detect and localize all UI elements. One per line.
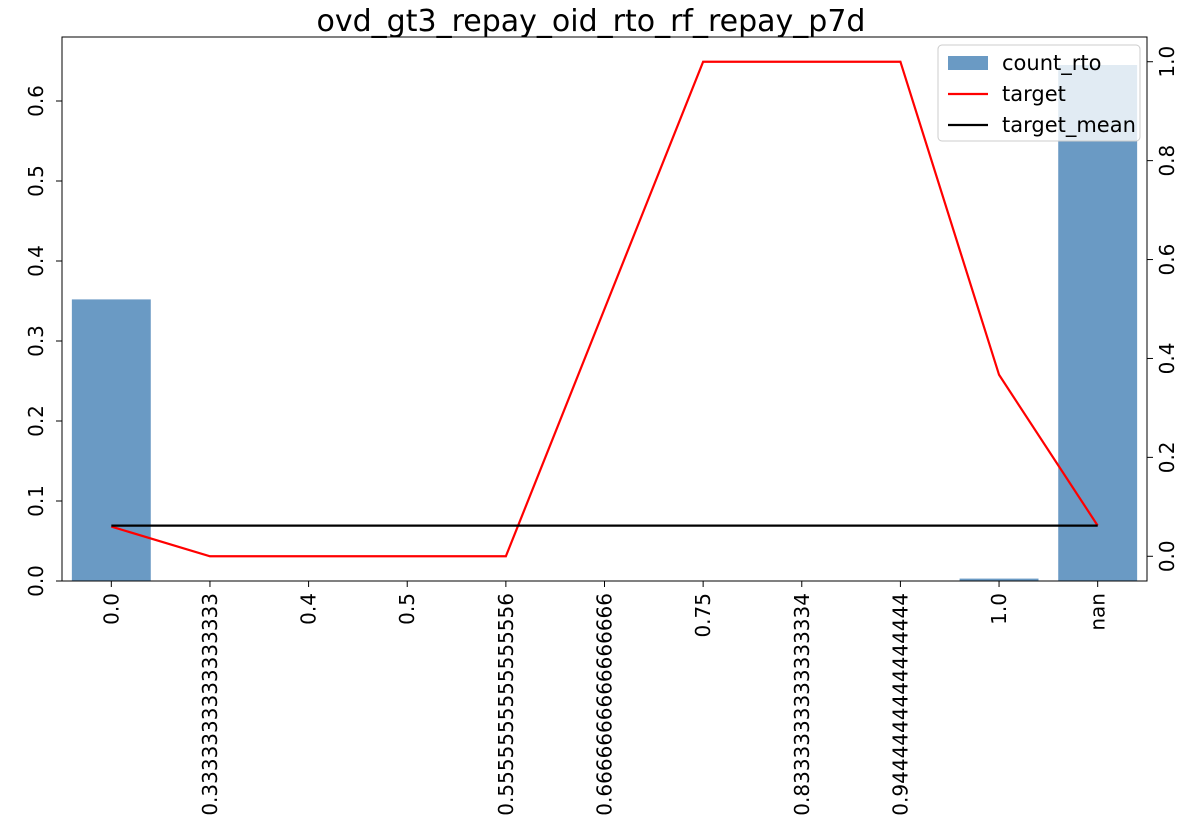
bar-count_rto-9 (959, 578, 1039, 581)
legend-box (937, 44, 1141, 142)
x-tick-label-3: 0.5 (395, 593, 419, 625)
y-right-tick-label-5: 1.0 (1155, 46, 1179, 78)
y-left-tick-label-3: 0.3 (24, 325, 48, 357)
x-tick-label-1: 0.3333333333333333 (198, 593, 222, 816)
x-tick-label-6: 0.75 (691, 593, 715, 638)
legend-swatch-count_rto (948, 56, 988, 70)
y-left-tick-label-0: 0.0 (24, 565, 48, 597)
x-tick-label-5: 0.6666666666666666 (593, 593, 617, 816)
y-left-tick-label-1: 0.1 (24, 485, 48, 517)
y-right-tick-label-0: 0.0 (1155, 540, 1179, 572)
x-tick-label-9: 1.0 (987, 593, 1011, 625)
bar-count_rto-10 (1058, 65, 1138, 581)
y-left-tick-label-6: 0.6 (24, 85, 48, 117)
y-right-tick-label-4: 0.8 (1155, 145, 1179, 177)
y-right-tick-label-1: 0.2 (1155, 441, 1179, 473)
line-target (111, 60, 1099, 558)
bar-count_rto-0 (71, 299, 151, 581)
x-tick-label-10: nan (1086, 593, 1110, 631)
x-tick-label-2: 0.4 (297, 593, 321, 625)
y-right-tick-label-3: 0.6 (1155, 244, 1179, 276)
x-tick-label-8: 0.9444444444444444 (888, 593, 912, 816)
chart-title: ovd_gt3_repay_oid_rto_rf_repay_p7d (317, 4, 866, 39)
y-left-tick-label-2: 0.2 (24, 405, 48, 437)
y-right-tick-label-2: 0.4 (1155, 343, 1179, 375)
x-tick-label-7: 0.8333333333333334 (790, 593, 814, 816)
legend-label-count_rto: count_rto (1002, 51, 1101, 76)
x-tick-label-4: 0.5555555555555556 (494, 593, 518, 816)
x-tick-label-0: 0.0 (99, 593, 123, 625)
axes-layer: 0.0 0.3333333333333333 0.4 0.5 0.55555555555… (24, 36, 1179, 816)
plot-layer (71, 60, 1138, 581)
legend-label-target_mean: target_mean (1002, 113, 1136, 138)
y-left-tick-label-4: 0.4 (24, 245, 48, 277)
legend-label-target: target (1002, 82, 1066, 106)
y-left-tick-label-5: 0.5 (24, 165, 48, 197)
